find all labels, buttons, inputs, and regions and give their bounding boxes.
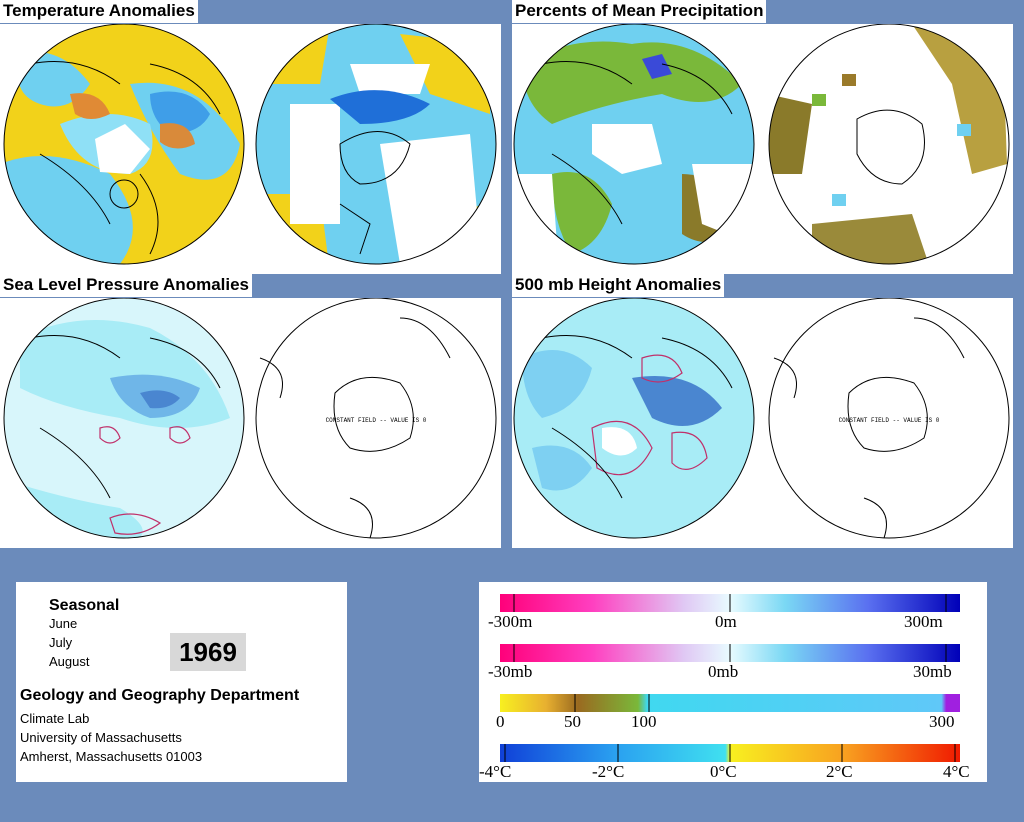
temp-label-2: 2°C [826,762,853,781]
500mb-height-panel: 500 mb Height Anomalies CONSTANT FIELD -… [512,274,1013,548]
color-scale-legend: -300m 0m 300m -30mb 0mb 30mb 0 50 100 30… [479,582,987,782]
panel-title: Sea Level Pressure Anomalies [0,274,253,297]
constant-field-note: CONSTANT FIELD -- VALUE IS 0 [326,417,427,424]
southern-hemisphere-pressure-map: CONSTANT FIELD -- VALUE IS 0 [259,317,451,539]
sea-level-pressure-maps: CONSTANT FIELD -- VALUE IS 0 [3,298,497,539]
precip-color-bar [500,694,960,712]
month-3: August [49,654,90,669]
temp-label-4: 4°C [943,762,970,781]
northern-hemisphere-temperature-map [4,24,244,264]
temp-label-minus2: -2°C [592,762,625,781]
sea-level-pressure-panel: Sea Level Pressure Anomalies CONSTANT FI… [0,274,501,548]
precip-label-50: 50 [564,712,581,731]
year-label: 1969 [170,633,246,671]
height-label-max: 300m [904,612,943,631]
northern-hemisphere-pressure-map [4,298,244,538]
department-label: Geology and Geography Department [20,687,300,704]
southern-hemisphere-height-map: CONSTANT FIELD -- VALUE IS 0 [773,317,965,539]
pressure-label-min: -30mb [488,662,533,681]
northern-hemisphere-height-map [514,298,754,538]
constant-field-note: CONSTANT FIELD -- VALUE IS 0 [839,417,940,424]
lab-label: Climate Lab [20,711,90,726]
temp-label-minus4: -4°C [479,762,512,781]
panel-title: Percents of Mean Precipitation [512,0,767,23]
temperature-maps [3,24,497,265]
month-1: June [49,616,78,631]
pressure-label-max: 30mb [913,662,952,681]
info-box: Seasonal June July August 1969 Geology a… [16,582,347,782]
month-2: July [49,635,73,650]
temp-label-0: 0°C [710,762,737,781]
pressure-label-zero: 0mb [708,662,739,681]
500mb-height-maps: CONSTANT FIELD -- VALUE IS 0 [513,298,1010,539]
period-label: Seasonal [49,597,120,614]
precip-label-100: 100 [631,712,657,731]
panel-title: Temperature Anomalies [0,0,198,23]
precip-label-300: 300 [929,712,955,731]
panel-title: 500 mb Height Anomalies [512,274,725,297]
precip-label-0: 0 [496,712,505,731]
southern-hemisphere-precipitation-map [769,24,1009,264]
address-label: Amherst, Massachusetts 01003 [20,749,203,764]
precipitation-maps [513,24,1010,265]
height-label-min: -300m [488,612,533,631]
temperature-panel: Temperature Anomalies [0,0,501,274]
height-label-zero: 0m [715,612,737,631]
northern-hemisphere-precipitation-map [514,24,754,264]
university-label: University of Massachusetts [20,730,182,745]
precipitation-panel: Percents of Mean Precipitation [512,0,1013,274]
color-bars [500,594,960,762]
